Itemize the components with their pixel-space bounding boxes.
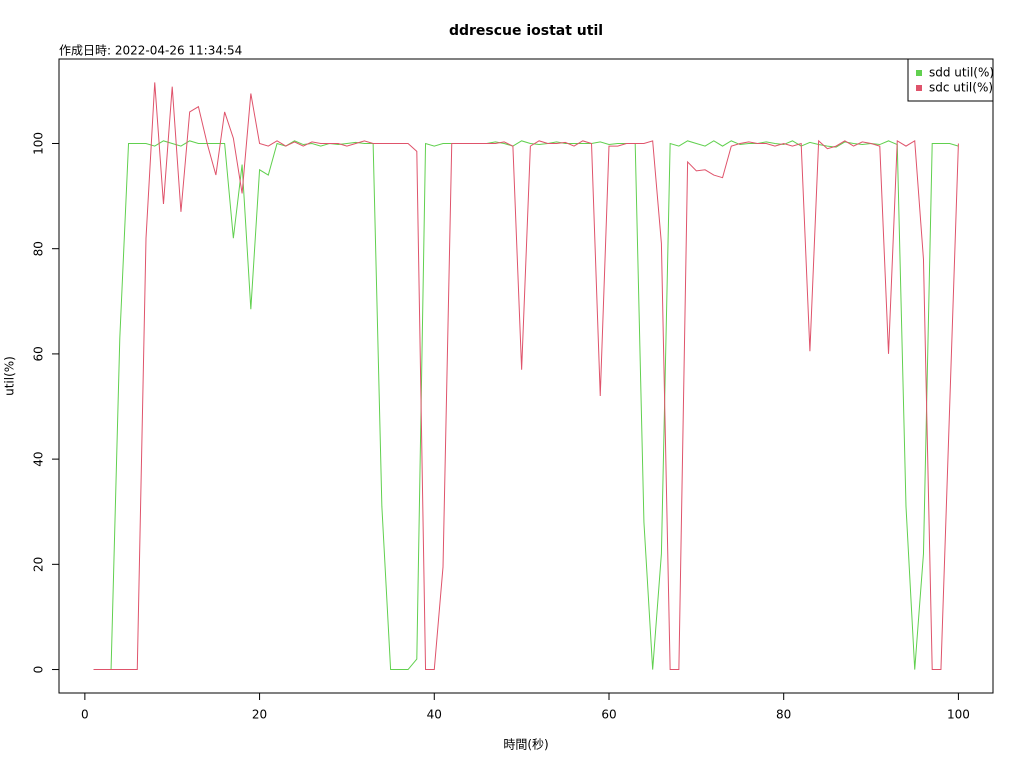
x-tick-label: 40 [427, 708, 442, 722]
legend-marker [916, 70, 922, 76]
y-tick-label: 20 [32, 557, 46, 572]
legend-box [907, 58, 994, 102]
legend-label: sdc util(%) [929, 81, 993, 95]
series-line [93, 140, 959, 671]
x-axis-label: 時間(秒) [503, 738, 548, 752]
chart-title: ddrescue iostat util [449, 23, 603, 39]
x-tick-label: 60 [601, 708, 616, 722]
x-tick-label: 80 [776, 708, 791, 722]
chart-subtitle: 作成日時: 2022-04-26 11:34:54 [59, 44, 242, 58]
y-tick-label: 40 [32, 451, 46, 466]
x-tick-label: 0 [81, 708, 89, 722]
y-tick-label: 60 [32, 346, 46, 361]
y-tick-label: 100 [32, 132, 46, 155]
y-axis-label: util(%) [3, 356, 17, 396]
plot-frame [58, 58, 994, 694]
legend-marker [916, 85, 922, 91]
series-line [93, 82, 959, 671]
y-tick-label: 0 [32, 666, 46, 674]
y-tick-label: 80 [32, 241, 46, 256]
x-tick-label: 100 [947, 708, 970, 722]
x-tick-label: 20 [252, 708, 267, 722]
legend-label: sdd util(%) [929, 66, 994, 80]
